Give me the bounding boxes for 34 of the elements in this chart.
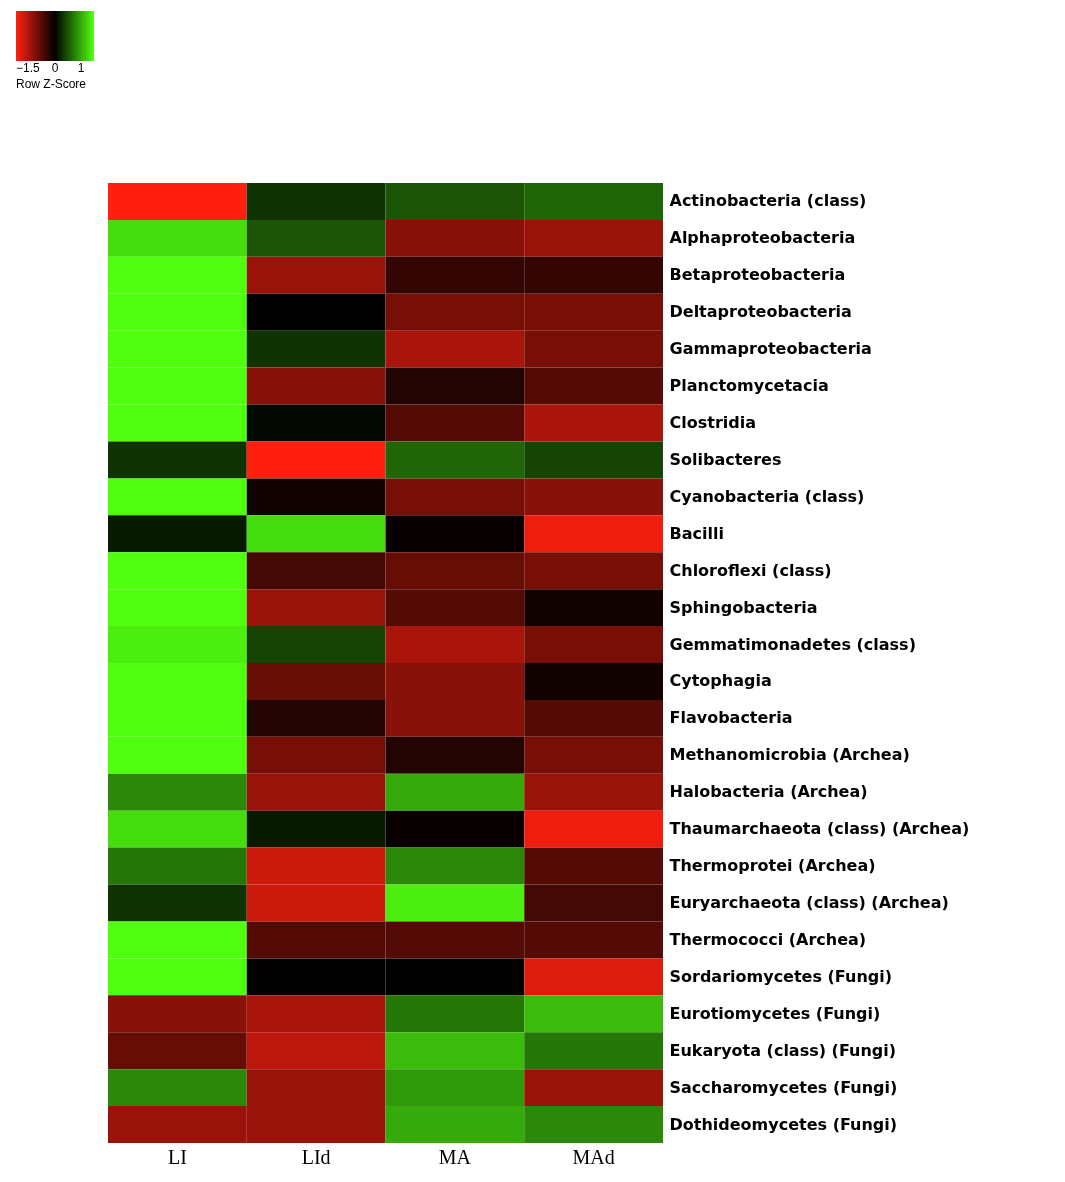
y-tick-label: Eukaryota (class) (Fungi) <box>669 1040 897 1060</box>
x-tick-label: LId <box>301 1145 331 1168</box>
y-tick-label: Deltaproteobacteria <box>669 302 852 322</box>
x-tick-label: LI <box>167 1145 187 1168</box>
y-tick-label: Eurotiomycetes (Fungi) <box>669 1003 881 1023</box>
y-tick-label: Clostridia <box>669 413 756 432</box>
y-tick-label: Betaproteobacteria <box>669 265 846 285</box>
y-tick-label: Thaumarchaeota (class) (Archea) <box>669 819 970 839</box>
y-tick-label: Planctomycetacia <box>669 376 829 396</box>
y-tick-label: Chloroflexi (class) <box>669 560 832 580</box>
y-tick-label: Gemmatimonadetes (class) <box>669 634 916 654</box>
y-tick-label: Thermococci (Archea) <box>669 929 867 949</box>
y-tick-label: Flavobacteria <box>669 708 793 728</box>
color-bar-title: Row Z-Score <box>16 77 87 91</box>
color-bar-label: 1 <box>77 61 85 75</box>
y-tick-label: Thermoprotei (Archea) <box>669 856 876 876</box>
y-tick-label: Cyanobacteria (class) <box>669 486 865 506</box>
y-tick-label: Bacilli <box>669 523 724 543</box>
y-tick-label: Dothideomycetes (Fungi) <box>669 1114 898 1134</box>
y-tick-label: Actinobacteria (class) <box>669 191 867 211</box>
y-tick-label: Gammaproteobacteria <box>669 339 872 359</box>
y-tick-label: Sphingobacteria <box>669 597 818 617</box>
y-tick-label: Saccharomycetes (Fungi) <box>669 1077 898 1097</box>
y-tick-label: Solibacteres <box>669 449 782 469</box>
y-tick-label: Alphaproteobacteria <box>669 228 856 248</box>
y-tick-label: Euryarchaeota (class) (Archea) <box>669 893 949 912</box>
color-bar-label: 0 <box>51 61 59 75</box>
x-tick-label: MA <box>438 1145 472 1168</box>
y-tick-label: Sordariomycetes (Fungi) <box>669 966 893 986</box>
y-tick-label: Cytophagia <box>669 671 772 691</box>
y-tick-label: Methanomicrobia (Archea) <box>669 745 910 765</box>
x-tick-label: MAd <box>572 1145 615 1168</box>
color-bar-label: −1.5 <box>16 61 41 75</box>
y-tick-label: Halobacteria (Archea) <box>669 782 868 802</box>
